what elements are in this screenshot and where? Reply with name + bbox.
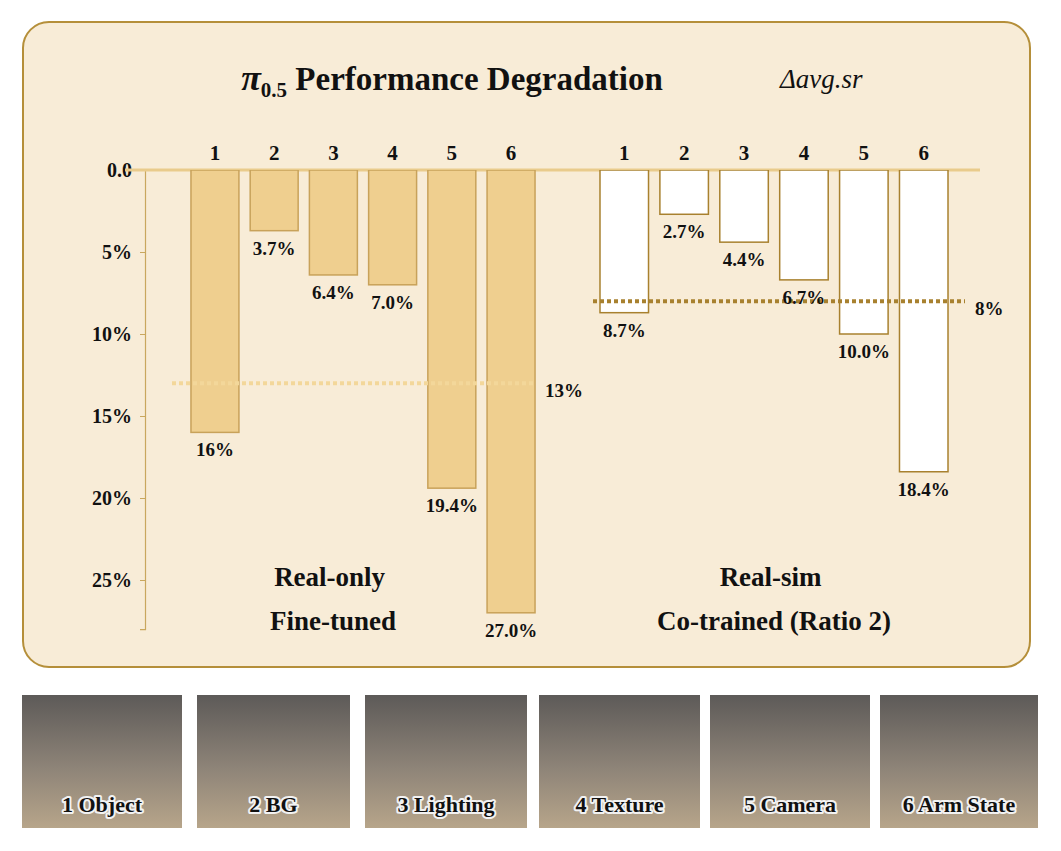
- category-label: 1: [210, 141, 221, 165]
- image-thumbnail: [539, 695, 700, 828]
- data-label: 8.7%: [603, 320, 646, 341]
- average-label: 13%: [545, 380, 583, 401]
- bar: [309, 170, 357, 275]
- bar: [899, 170, 948, 472]
- image-thumbnail: [880, 695, 1038, 828]
- chart: π0.5 Performance DegradationΔavg.sr0.05%…: [0, 0, 1061, 851]
- y-tick-label: 25%: [92, 569, 132, 591]
- y-tick: 10%: [92, 323, 145, 345]
- category-label: 2: [269, 141, 280, 165]
- y-tick: 5%: [102, 241, 145, 263]
- series-label: Real-sim Co-trained (Ratio 2): [657, 562, 891, 636]
- data-label: 16%: [196, 439, 234, 460]
- y-tick-mark: [140, 498, 145, 499]
- average-line: [593, 299, 965, 303]
- image-caption: 1 Object: [62, 792, 143, 817]
- y-tick-mark: [140, 334, 145, 335]
- image-thumbnail: [197, 695, 350, 828]
- image-caption: 6 Arm State: [903, 792, 1016, 817]
- image-caption: 2 BG: [249, 792, 297, 817]
- bar: [660, 170, 709, 214]
- category-label: 2: [679, 141, 690, 165]
- series-label: Real-only Fine-tuned: [270, 562, 396, 636]
- subtitle: Δavg.sr: [779, 64, 863, 94]
- y-tick-mark: [140, 416, 145, 417]
- data-label: 18.4%: [898, 479, 950, 500]
- y-tick-mark: [140, 252, 145, 253]
- bar: [487, 170, 535, 613]
- y-tick-label: 20%: [92, 487, 132, 509]
- category-label: 6: [506, 141, 517, 165]
- y-tick: 25%: [92, 569, 145, 591]
- data-label: 27.0%: [485, 620, 537, 641]
- category-label: 3: [328, 141, 339, 165]
- image-caption: 3 Lighting: [397, 792, 494, 817]
- y-tick-label: 10%: [92, 323, 132, 345]
- category-label: 5: [859, 141, 870, 165]
- bar: [720, 170, 769, 242]
- data-label: 4.4%: [723, 249, 766, 270]
- category-label: 4: [387, 141, 398, 165]
- plot-area: [593, 170, 965, 472]
- y-tick: 15%: [92, 405, 145, 427]
- image-caption: 4 Texture: [575, 792, 663, 817]
- bar: [250, 170, 298, 231]
- average-line: [172, 381, 535, 385]
- category-label: 1: [619, 141, 630, 165]
- data-label: 19.4%: [426, 495, 478, 516]
- y-tick-label: 5%: [102, 241, 132, 263]
- data-label: 2.7%: [663, 221, 706, 242]
- bar: [428, 170, 476, 488]
- y-tick: 20%: [92, 487, 145, 509]
- data-label: 10.0%: [838, 341, 890, 362]
- category-label: 3: [739, 141, 750, 165]
- category-label: 4: [799, 141, 810, 165]
- bar: [780, 170, 829, 280]
- bar: [600, 170, 649, 313]
- title: π0.5 Performance Degradation: [241, 58, 663, 102]
- bar: [369, 170, 417, 285]
- bar: [191, 170, 239, 432]
- plot-area: [172, 170, 535, 613]
- data-label: 6.7%: [783, 287, 826, 308]
- image-caption: 5 Camera: [744, 792, 836, 817]
- y-tick-mark: [140, 580, 145, 581]
- panel-background: [23, 22, 1030, 667]
- data-label: 7.0%: [371, 292, 414, 313]
- bar: [840, 170, 889, 334]
- category-label: 5: [447, 141, 458, 165]
- y-axis-line: [140, 171, 146, 630]
- category-label: 6: [918, 141, 929, 165]
- data-label: 3.7%: [253, 238, 296, 259]
- average-label: 8%: [975, 298, 1004, 319]
- data-label: 6.4%: [312, 282, 355, 303]
- image-thumbnail: [22, 695, 182, 828]
- image-thumbnail: [365, 695, 527, 828]
- y-tick-label: 15%: [92, 405, 132, 427]
- y-axis: 0.05%10%15%20%25%: [92, 159, 146, 630]
- image-thumbnail: [710, 695, 870, 828]
